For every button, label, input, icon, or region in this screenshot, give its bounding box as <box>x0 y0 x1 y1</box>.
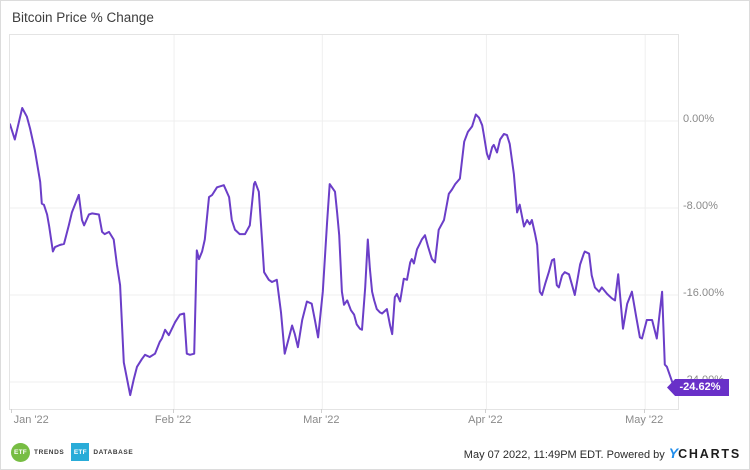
etf-database-logo[interactable]: ETF DATABASE <box>71 443 133 461</box>
etf-database-icon: ETF <box>71 443 90 461</box>
x-tick-mark <box>485 409 487 413</box>
x-tick-label: Feb '22 <box>154 414 192 426</box>
etf-trends-label: TRENDS <box>34 448 65 456</box>
footer-attribution: May 07 2022, 11:49PM EDT. Powered by YCH… <box>464 445 741 463</box>
timestamp-text: May 07 2022, 11:49PM EDT. Powered by <box>463 449 665 461</box>
x-tick-mark <box>11 409 13 413</box>
x-tick-mark <box>173 409 175 413</box>
x-tick-label: Jan '22 <box>13 414 49 426</box>
price-line-series <box>10 107 678 397</box>
last-value-badge: -24.62% <box>667 379 729 396</box>
etf-trends-icon: ETF <box>11 442 30 462</box>
x-tick-label: May '22 <box>625 414 664 426</box>
ycharts-logo[interactable]: YCHARTS <box>669 445 741 463</box>
footer-logos: ETF TRENDS ETF DATABASE <box>11 442 133 462</box>
chart-svg <box>10 35 678 409</box>
etf-trends-logo[interactable]: ETF TRENDS <box>11 442 65 462</box>
y-tick-label: -8.00% <box>683 200 718 212</box>
etf-database-label: DATABASE <box>93 448 134 456</box>
y-tick-label: -16.00% <box>683 287 724 299</box>
x-tick-mark <box>321 409 323 413</box>
x-tick-label: Apr '22 <box>468 414 503 426</box>
ycharts-wordmark: CHARTS <box>678 447 741 461</box>
plot-area[interactable] <box>9 34 679 410</box>
x-tick-mark <box>644 409 646 413</box>
x-tick-label: Mar '22 <box>303 414 340 426</box>
chart-title: Bitcoin Price % Change <box>12 10 154 25</box>
y-tick-label: 0.00% <box>683 113 715 125</box>
ycharts-y-glyph: Y <box>668 445 679 461</box>
